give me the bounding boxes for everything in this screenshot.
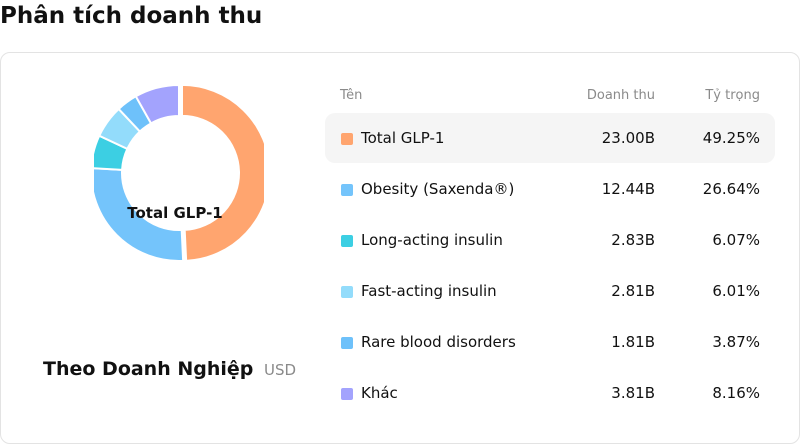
table-row[interactable]: Khác 3.81B 8.16% (325, 368, 775, 418)
row-revenue: 12.44B (601, 180, 655, 198)
table-header: Tên Doanh thu Tỷ trọng (340, 88, 760, 104)
header-share: Tỷ trọng (705, 88, 760, 103)
legend-swatch (341, 133, 353, 145)
page-title: Phân tích doanh thu (0, 3, 263, 29)
segment-heading-text: Theo Doanh Nghiệp (43, 358, 254, 380)
row-revenue: 2.81B (611, 282, 655, 300)
donut-slice[interactable] (180, 83, 264, 262)
header-name: Tên (340, 88, 363, 103)
row-revenue: 1.81B (611, 333, 655, 351)
row-revenue: 23.00B (601, 129, 655, 147)
legend-swatch (341, 388, 353, 400)
legend-swatch (341, 337, 353, 349)
row-name: Fast-acting insulin (361, 282, 497, 300)
row-name: Total GLP-1 (361, 129, 445, 147)
legend-swatch (341, 235, 353, 247)
row-share: 6.01% (712, 282, 760, 300)
row-share: 26.64% (702, 180, 760, 198)
row-revenue: 2.83B (611, 231, 655, 249)
donut-slice[interactable] (94, 167, 185, 262)
donut-slice[interactable] (134, 83, 180, 125)
table-row[interactable]: Rare blood disorders 1.81B 3.87% (325, 317, 775, 367)
donut-svg (94, 83, 264, 262)
table-row[interactable]: Fast-acting insulin 2.81B 6.01% (325, 266, 775, 316)
table-row[interactable]: Total GLP-1 23.00B 49.25% (325, 113, 775, 163)
legend-swatch (341, 286, 353, 298)
row-name: Rare blood disorders (361, 333, 516, 351)
row-name: Obesity (Saxenda®) (361, 180, 515, 198)
segment-heading: Theo Doanh Nghiệp USD (43, 358, 296, 380)
donut-chart (94, 83, 264, 263)
row-share: 49.25% (702, 129, 760, 147)
row-share: 8.16% (712, 384, 760, 402)
row-share: 3.87% (712, 333, 760, 351)
donut-center-label: Total GLP-1 (127, 204, 223, 222)
legend-swatch (341, 184, 353, 196)
table-row[interactable]: Long-acting insulin 2.83B 6.07% (325, 215, 775, 265)
row-name: Khác (361, 384, 398, 402)
row-share: 6.07% (712, 231, 760, 249)
table-row[interactable]: Obesity (Saxenda®) 12.44B 26.64% (325, 164, 775, 214)
header-revenue: Doanh thu (586, 88, 655, 103)
currency-unit: USD (264, 361, 297, 379)
row-name: Long-acting insulin (361, 231, 503, 249)
row-revenue: 3.81B (611, 384, 655, 402)
